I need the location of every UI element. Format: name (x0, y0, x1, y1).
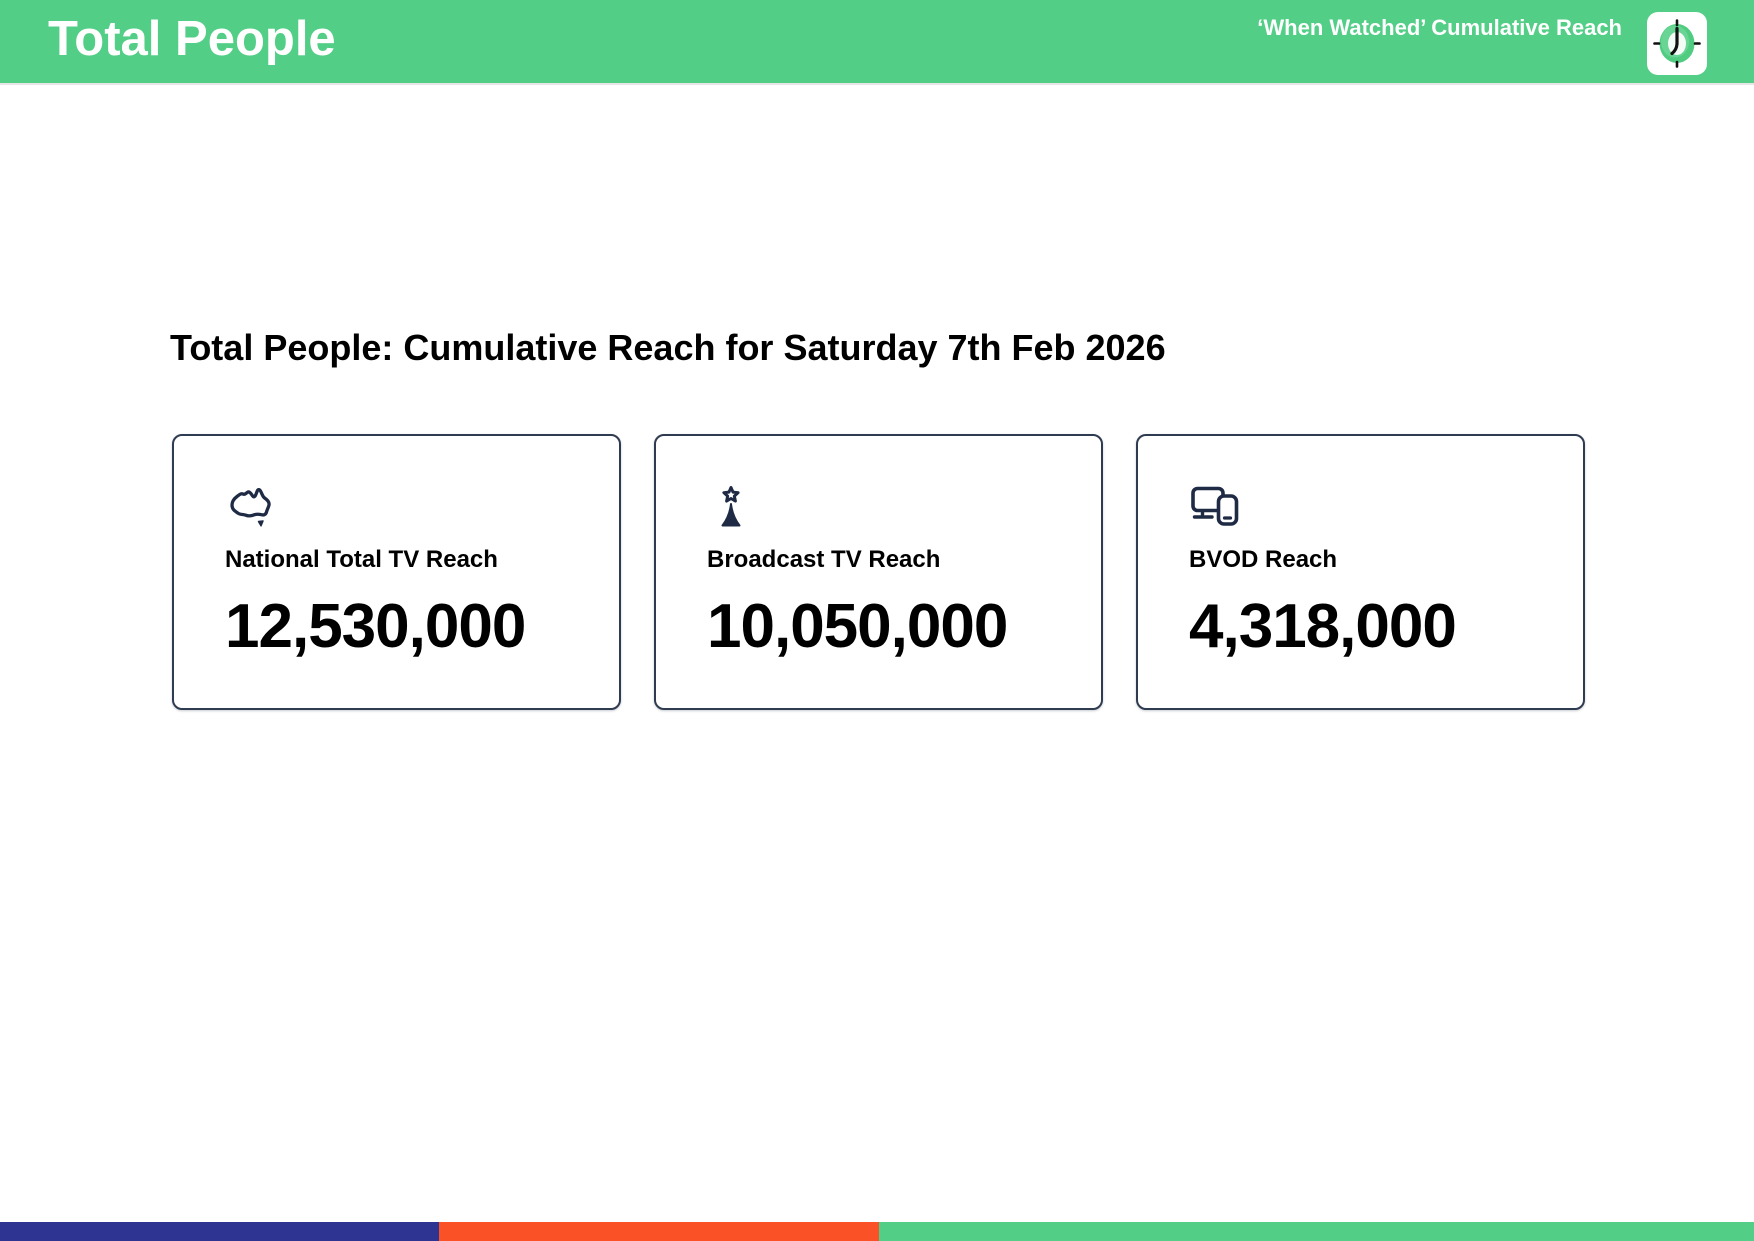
kpi-value: 12,530,000 (225, 592, 526, 661)
kpi-card-bvod: BVOD Reach 4,318,000 (1136, 434, 1585, 710)
kpi-card-broadcast-tv: Broadcast TV Reach 10,050,000 (654, 434, 1103, 710)
header-subtitle: ‘When Watched’ Cumulative Reach (1257, 15, 1622, 40)
broadcast-tower-icon (707, 483, 1081, 531)
footer-segment-navy (0, 1222, 439, 1241)
kpi-label: Broadcast TV Reach (707, 546, 941, 573)
kpi-value: 10,050,000 (707, 592, 1008, 661)
australia-map-icon (225, 483, 599, 531)
header-bar: Total People ‘When Watched’ Cumulative R… (0, 0, 1754, 83)
kpi-cards-row: National Total TV Reach 12,530,000 Broad… (172, 434, 1585, 710)
kpi-label: National Total TV Reach (225, 546, 498, 573)
footer-accent-bar (0, 1222, 1754, 1241)
clock-icon (1647, 12, 1707, 75)
kpi-card-national-total-tv: National Total TV Reach 12,530,000 (172, 434, 621, 710)
kpi-label: BVOD Reach (1189, 546, 1338, 573)
footer-segment-green (878, 1222, 1754, 1241)
footer-segment-orange (438, 1222, 879, 1241)
report-heading: Total People: Cumulative Reach for Satur… (170, 327, 1166, 368)
tv-and-phone-devices-icon (1189, 483, 1563, 531)
page-title: Total People (48, 12, 336, 66)
kpi-value: 4,318,000 (1189, 592, 1457, 661)
